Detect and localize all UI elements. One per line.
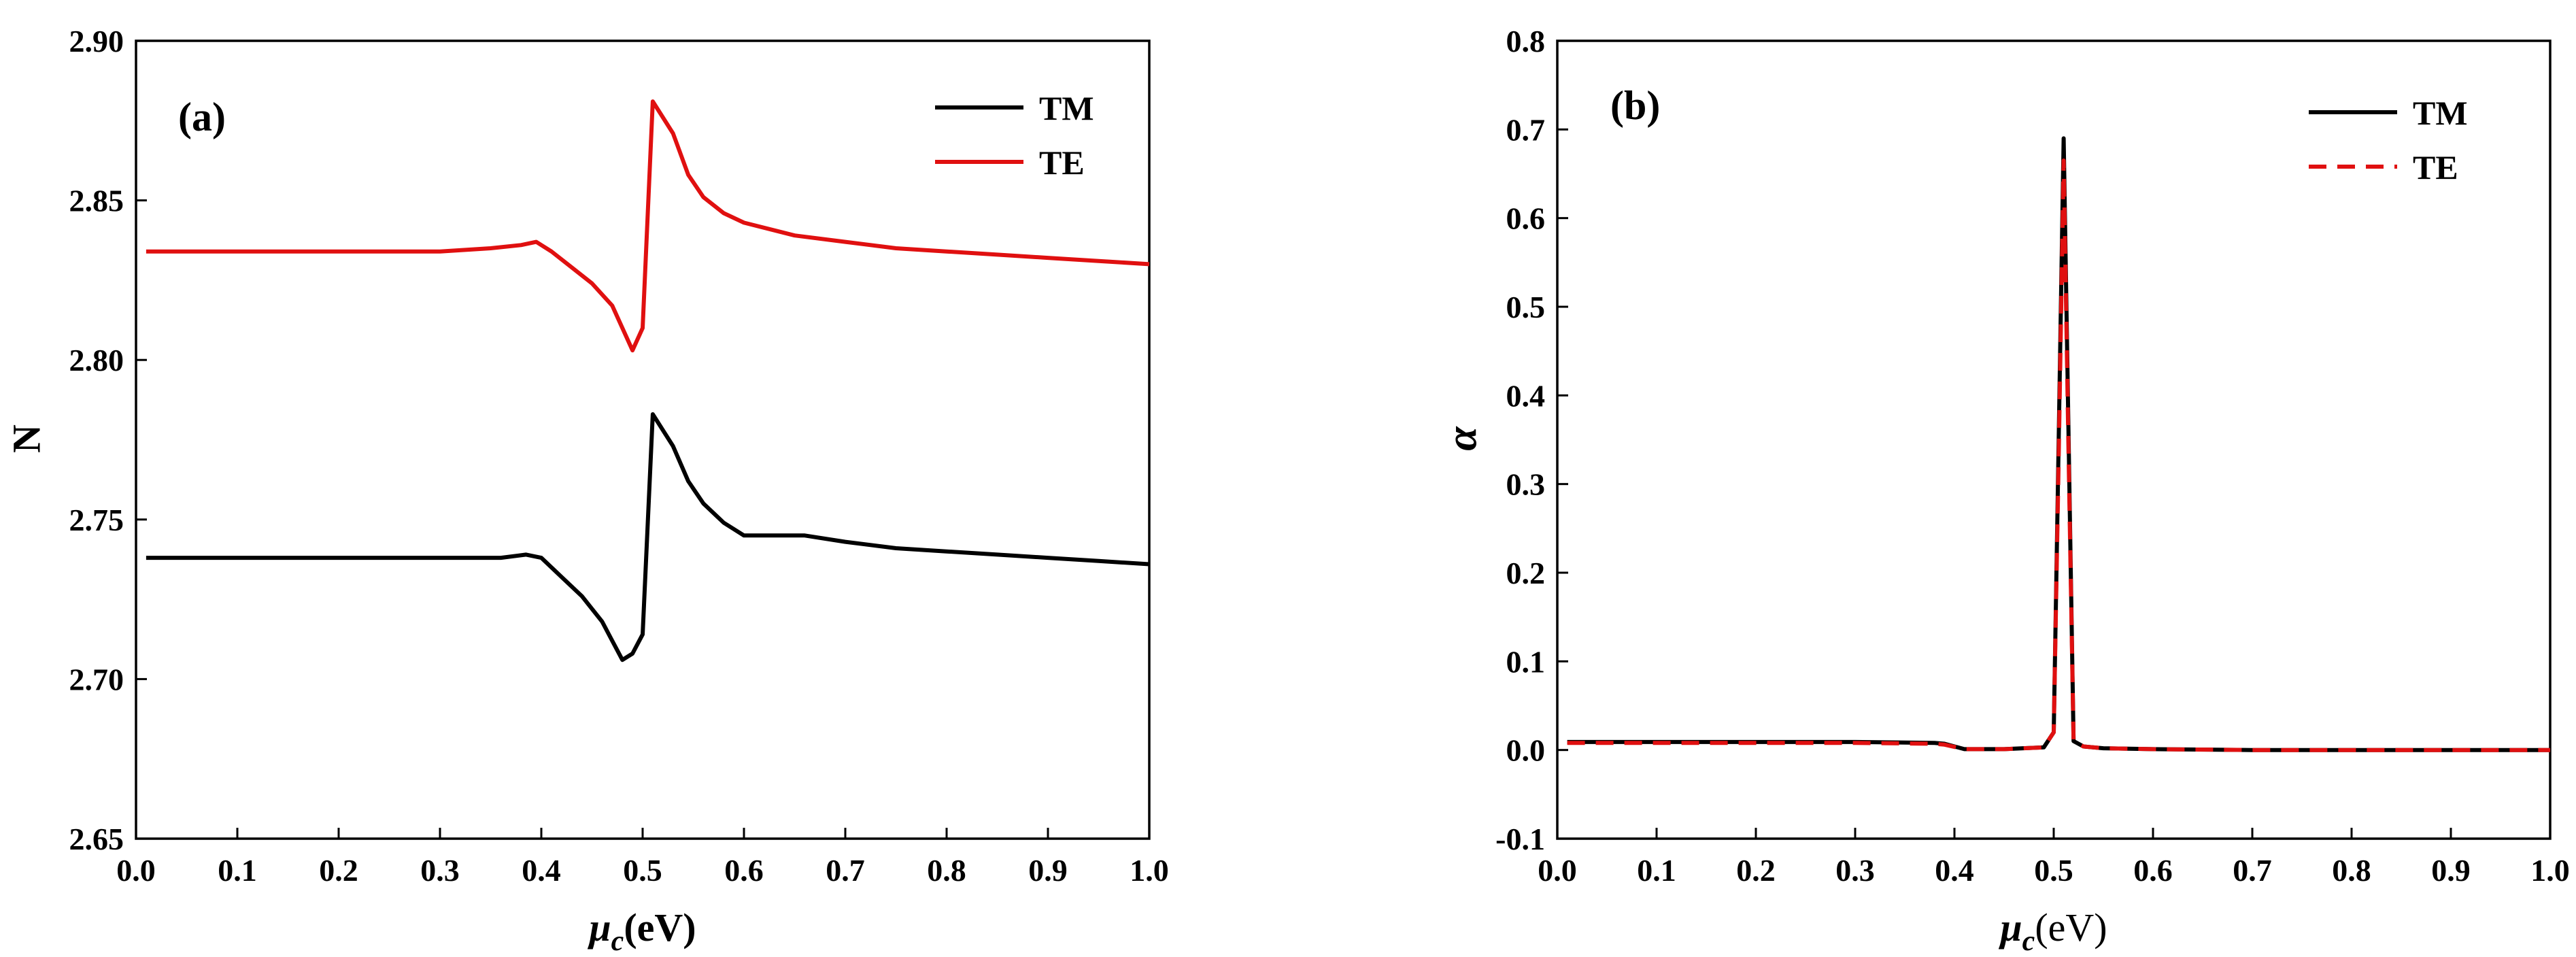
x-tick-label: 0.6 [2133,853,2173,888]
x-tick-label: 0.0 [116,853,156,888]
y-tick-label: 2.70 [69,662,124,696]
x-axis-label-subscript: c [611,926,624,957]
panel-a: 0.0 0.1 0.2 0.3 0.4 0.5 0.6 0.7 0.8 0.9 1.0 2.65 2.7… [4,24,1168,957]
x-tick-label: 0.2 [319,853,358,888]
x-tick-label: 0.1 [1637,853,1676,888]
y-tick-label: 2.90 [69,24,124,58]
x-tick-label: 0.5 [623,853,662,888]
x-tick-label: 0.6 [724,853,764,888]
x-tick-label: 0.3 [420,853,460,888]
y-tick-label: 0.1 [1506,644,1546,679]
x-tick-label: 1.0 [2530,853,2570,888]
y-tick-label: 0.4 [1506,378,1546,413]
x-tick-label: 0.4 [1935,853,1974,888]
x-tick-label: 0.3 [1835,853,1875,888]
y-tick-label: 2.75 [69,503,124,537]
legend-label-tm: TM [2413,94,2468,132]
y-tick-label: 2.80 [69,343,124,377]
series-line-te [1567,158,2550,752]
x-tick-label: 0.2 [1736,853,1776,888]
x-axis-label-unit: (eV) [2035,905,2107,950]
x-axis-label-unit: (eV) [624,905,696,950]
x-tick-label: 0.9 [1028,853,1068,888]
panel-label: (b) [1610,83,1660,128]
x-tick-label: 0.7 [2233,853,2272,888]
panel-label: (a) [178,95,226,139]
x-tick-label: 0.8 [927,853,966,888]
x-axis-label: μc(eV) [1998,905,2107,957]
y-axis-label: α [1437,426,1485,451]
x-tick-label: 0.9 [2431,853,2471,888]
y-tick-label: 2.65 [69,822,124,856]
y-tick-label: 0.5 [1506,290,1546,324]
x-tick-label: 0.8 [2332,853,2371,888]
x-axis-label-symbol: μ [587,905,611,950]
y-axis-label: N [4,424,48,453]
x-tick-label: 0.4 [522,853,561,888]
x-axis-label-symbol: μ [1998,905,2022,950]
y-tick-label: 0.3 [1506,467,1546,502]
y-tick-label: -0.1 [1495,822,1545,856]
x-tick-label: 1.0 [1130,853,1169,888]
x-tick-label: 0.0 [1538,853,1577,888]
series-line-tm [146,412,1150,662]
legend-label-te: TE [1039,144,1085,182]
panel-b: 0.0 0.1 0.2 0.3 0.4 0.5 0.6 0.7 0.8 0.9 1.0-0.10.0… [1437,24,2569,957]
x-tick-label: 0.7 [826,853,865,888]
x-tick-label: 0.1 [218,853,257,888]
y-tick-label: 2.85 [69,184,124,218]
series-line-te [146,99,1150,353]
legend-label-te: TE [2413,148,2458,186]
y-tick-label: 0.8 [1506,24,1546,58]
x-axis-label-subscript: c [2022,926,2035,957]
y-tick-label: 0.2 [1506,556,1546,590]
y-tick-label: 0.7 [1506,112,1546,147]
y-tick-label: 0.6 [1506,201,1546,236]
y-tick-label: 0.0 [1506,733,1546,768]
x-tick-label: 0.5 [2034,853,2073,888]
legend-label-tm: TM [1039,89,1094,127]
x-axis-label: μc(eV) [587,905,696,957]
